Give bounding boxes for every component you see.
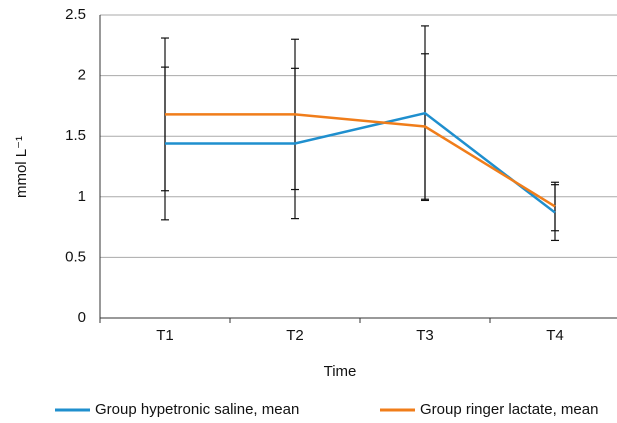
y-tick-label: 2.5	[65, 6, 86, 23]
y-tick-label: 1	[78, 188, 86, 205]
series-line	[165, 111, 556, 214]
series-line	[165, 113, 556, 208]
x-tick-label: T1	[156, 327, 174, 344]
y-tick-label: 0	[78, 309, 86, 326]
y-tick-label: 1.5	[65, 127, 86, 144]
x-tick-label: T2	[286, 327, 304, 344]
x-tick-label: T3	[416, 327, 434, 344]
x-axis-title: Time	[324, 363, 357, 380]
x-tick-label: T4	[546, 327, 564, 344]
legend-label: Group ringer lactate, mean	[420, 401, 598, 418]
y-tick-label: 0.5	[65, 248, 86, 265]
legend-label: Group hypetronic saline, mean	[95, 401, 299, 418]
y-axis-title: mmol L⁻¹	[13, 136, 30, 198]
y-tick-label: 2	[78, 67, 86, 84]
